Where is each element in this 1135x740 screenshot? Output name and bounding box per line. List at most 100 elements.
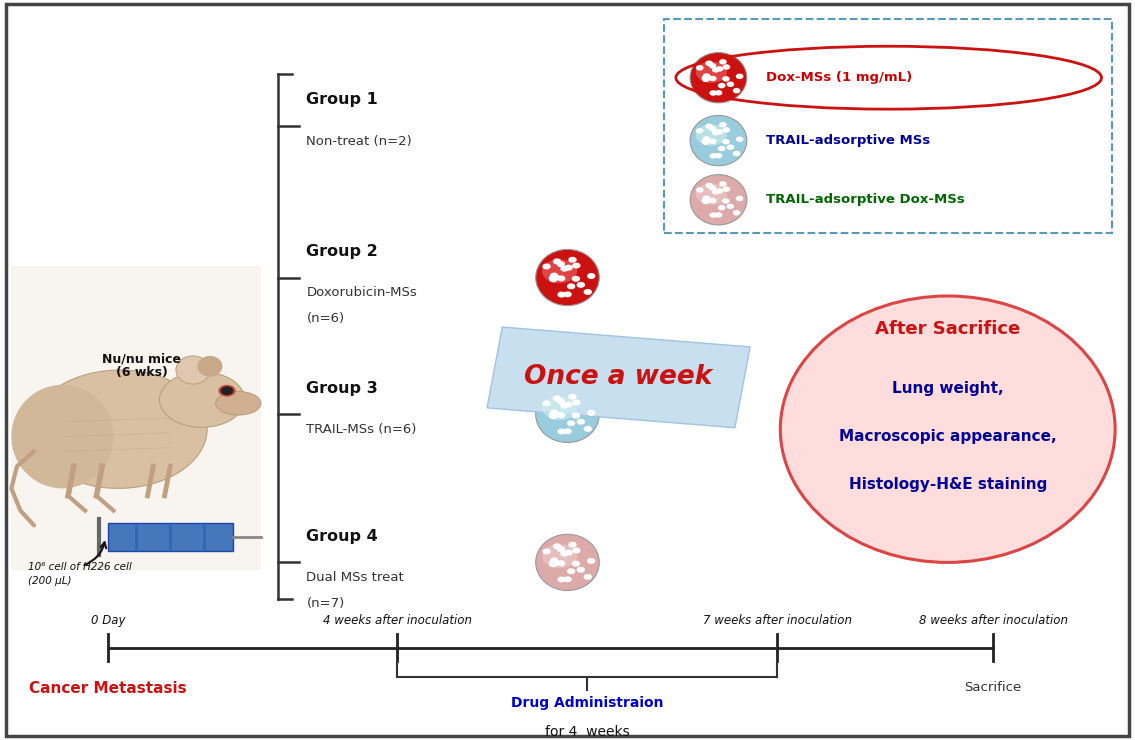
FancyBboxPatch shape [108, 523, 233, 551]
Circle shape [723, 187, 730, 191]
Text: (6 wks): (6 wks) [116, 366, 168, 379]
Circle shape [720, 123, 726, 127]
Circle shape [704, 74, 709, 78]
Circle shape [219, 386, 235, 396]
Circle shape [564, 429, 571, 434]
Circle shape [705, 198, 712, 202]
Text: Group 4: Group 4 [306, 529, 378, 544]
Circle shape [549, 560, 556, 565]
Circle shape [720, 60, 726, 64]
Circle shape [221, 387, 233, 394]
Circle shape [715, 91, 722, 95]
Text: Dox-MSs (1 mg/mL): Dox-MSs (1 mg/mL) [766, 71, 913, 84]
Circle shape [550, 273, 557, 278]
FancyBboxPatch shape [487, 327, 750, 428]
Circle shape [578, 283, 585, 287]
Circle shape [573, 400, 580, 405]
Ellipse shape [159, 371, 245, 427]
Ellipse shape [543, 259, 577, 283]
Ellipse shape [696, 184, 728, 205]
Text: TRAIL-adsorptive MSs: TRAIL-adsorptive MSs [766, 134, 931, 147]
Text: Once a week: Once a week [524, 364, 713, 391]
Text: (n=6): (n=6) [306, 312, 345, 326]
Circle shape [549, 412, 556, 417]
Circle shape [713, 68, 718, 72]
Circle shape [588, 559, 595, 563]
Circle shape [553, 412, 560, 417]
Circle shape [543, 264, 550, 269]
Ellipse shape [11, 385, 114, 488]
Text: Drug Administraion: Drug Administraion [511, 696, 664, 710]
Ellipse shape [176, 356, 210, 384]
Circle shape [558, 292, 565, 297]
Circle shape [711, 91, 716, 95]
Circle shape [578, 568, 585, 572]
Circle shape [715, 154, 722, 158]
Ellipse shape [216, 391, 261, 415]
Text: Group 1: Group 1 [306, 92, 378, 107]
Text: 0 Day: 0 Day [91, 613, 125, 627]
Circle shape [718, 147, 725, 150]
Text: Non-treat (n=2): Non-treat (n=2) [306, 135, 412, 148]
Circle shape [561, 266, 568, 271]
Circle shape [585, 289, 591, 295]
Text: Sacrifice: Sacrifice [965, 681, 1022, 694]
Circle shape [558, 577, 565, 582]
FancyBboxPatch shape [11, 266, 261, 570]
Text: Group 3: Group 3 [306, 381, 378, 396]
Circle shape [716, 67, 723, 71]
Circle shape [573, 263, 580, 268]
Circle shape [554, 544, 561, 548]
Text: Dual MSs treat: Dual MSs treat [306, 571, 404, 585]
Circle shape [709, 139, 716, 144]
Circle shape [565, 403, 572, 407]
Circle shape [553, 560, 560, 565]
Circle shape [569, 394, 575, 399]
Circle shape [557, 399, 564, 403]
Circle shape [557, 262, 564, 266]
Circle shape [697, 188, 703, 192]
Circle shape [543, 401, 550, 406]
Circle shape [705, 75, 712, 80]
Circle shape [705, 138, 712, 143]
Text: Doxorubicin-MSs: Doxorubicin-MSs [306, 286, 418, 300]
Circle shape [703, 78, 709, 81]
Circle shape [713, 131, 718, 135]
Circle shape [728, 204, 733, 209]
Ellipse shape [536, 534, 599, 591]
Circle shape [572, 562, 579, 566]
Circle shape [557, 276, 565, 280]
Circle shape [565, 551, 572, 555]
Circle shape [711, 213, 716, 217]
Circle shape [568, 421, 574, 425]
FancyBboxPatch shape [664, 18, 1112, 233]
Circle shape [703, 76, 708, 80]
Circle shape [568, 569, 574, 574]
Ellipse shape [696, 124, 728, 146]
Text: (n=7): (n=7) [306, 597, 345, 610]
Text: 7 weeks after inoculation: 7 weeks after inoculation [703, 613, 852, 627]
Circle shape [737, 74, 742, 78]
Circle shape [709, 64, 716, 68]
Text: for 4  weeks: for 4 weeks [545, 725, 630, 739]
Circle shape [703, 139, 708, 143]
Circle shape [709, 186, 716, 190]
Circle shape [549, 275, 556, 280]
Text: Nu/nu mice: Nu/nu mice [102, 352, 182, 366]
Circle shape [723, 128, 730, 132]
Ellipse shape [690, 175, 747, 225]
Circle shape [733, 152, 740, 155]
Circle shape [568, 284, 574, 289]
Circle shape [723, 140, 729, 144]
Ellipse shape [536, 386, 599, 443]
Ellipse shape [536, 249, 599, 306]
Text: 10⁶ cell of H226 cell: 10⁶ cell of H226 cell [28, 562, 132, 573]
Circle shape [554, 396, 561, 400]
Circle shape [564, 577, 571, 582]
Ellipse shape [197, 356, 222, 377]
Circle shape [549, 414, 557, 419]
Circle shape [588, 274, 595, 278]
Text: Lung weight,: Lung weight, [892, 381, 1003, 396]
Text: Group 2: Group 2 [306, 244, 378, 259]
Text: TRAIL-MSs (n=6): TRAIL-MSs (n=6) [306, 423, 417, 437]
